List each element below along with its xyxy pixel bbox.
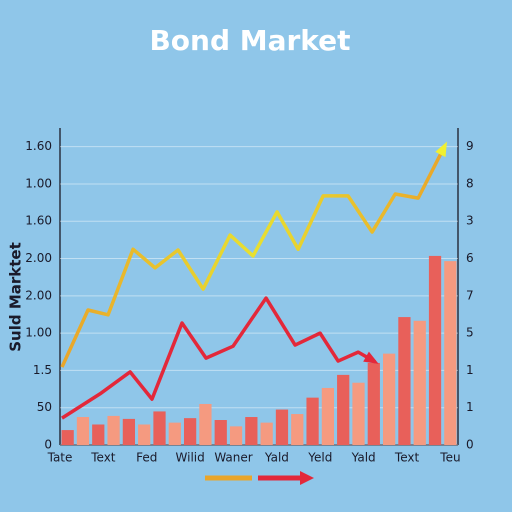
bar xyxy=(398,317,411,445)
x-tick-label: Fed xyxy=(136,451,157,465)
tick-label: 9 xyxy=(466,139,474,153)
tick-label: 1 xyxy=(466,400,474,414)
bar xyxy=(214,420,227,445)
bar xyxy=(229,426,243,445)
line-series xyxy=(61,296,377,420)
x-tick-label: Yald xyxy=(264,451,289,465)
line-series xyxy=(60,144,447,368)
bar xyxy=(275,409,289,445)
arrow-head xyxy=(363,351,379,364)
bar xyxy=(199,403,212,445)
bar xyxy=(61,430,74,445)
tick-label: 1.60 xyxy=(25,139,52,153)
tick-label: 2.00 xyxy=(25,288,52,302)
x-tick-label: Wilid xyxy=(176,451,205,465)
tick-label: 1 xyxy=(466,363,474,377)
bar xyxy=(245,417,258,445)
bar xyxy=(122,418,136,445)
x-tick-label: Yald xyxy=(351,451,376,465)
tick-label: 1.00 xyxy=(25,326,52,340)
x-tick-label: Tate xyxy=(47,451,73,465)
bar xyxy=(413,320,426,445)
x-tick-label: Text xyxy=(90,451,116,465)
tick-label: 0 xyxy=(466,438,474,452)
tick-label: 1.60 xyxy=(25,214,52,228)
tick-label: 2.00 xyxy=(25,251,52,265)
chart-title: Bond Market xyxy=(149,24,350,57)
bar xyxy=(138,424,151,445)
bar xyxy=(107,415,120,445)
tick-label: 8 xyxy=(466,176,474,190)
y-axis-label: Suld Marktet xyxy=(7,242,25,352)
legend-arrow xyxy=(300,471,314,485)
bar xyxy=(92,424,105,445)
bar xyxy=(76,417,90,445)
bar xyxy=(352,382,365,445)
tick-label: 50 xyxy=(37,400,52,414)
tick-label: 1.5 xyxy=(33,363,52,377)
bar xyxy=(321,387,335,445)
bar xyxy=(382,353,396,445)
bar xyxy=(291,414,304,445)
x-tick-label: Text xyxy=(394,451,420,465)
tick-label: 6 xyxy=(466,251,474,265)
tick-label: 1.00 xyxy=(25,176,52,190)
bar xyxy=(444,261,457,445)
tick-label: 3 xyxy=(466,214,474,228)
tick-label: 7 xyxy=(466,288,474,302)
x-tick-label: Waner xyxy=(214,451,252,465)
tick-label: 5 xyxy=(466,326,474,340)
bar xyxy=(153,411,166,445)
bar xyxy=(260,422,273,445)
bar xyxy=(306,397,319,445)
bar xyxy=(337,374,350,445)
tick-label: 0 xyxy=(44,438,52,452)
arrow-head xyxy=(435,141,447,158)
bar xyxy=(168,422,181,445)
bar xyxy=(367,362,380,445)
bar xyxy=(183,418,197,445)
x-tick-label: Teu xyxy=(439,451,460,465)
bar xyxy=(428,255,442,445)
x-tick-label: Yeld xyxy=(307,451,332,465)
